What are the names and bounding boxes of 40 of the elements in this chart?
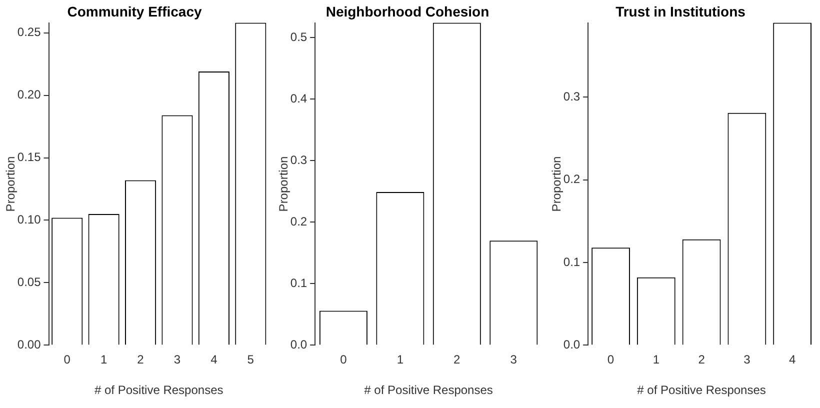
x-tick-label: 1 xyxy=(396,352,404,367)
x-tick-label: 3 xyxy=(510,352,518,367)
y-tick-label: 0.20 xyxy=(17,88,42,102)
y-tick-label: 0.1 xyxy=(563,254,580,269)
x-axis-title: # of Positive Responses xyxy=(364,383,493,398)
y-tick-label: 0.25 xyxy=(17,25,42,40)
y-tick-label: 0.10 xyxy=(17,212,42,227)
x-axis-title: # of Positive Responses xyxy=(637,383,766,398)
y-axis-title: Proportion xyxy=(4,156,18,212)
x-tick-label: 1 xyxy=(100,352,108,367)
x-tick-label: 0 xyxy=(64,352,71,367)
y-tick-label: 0.2 xyxy=(290,214,308,228)
x-tick-label: 1 xyxy=(652,352,660,367)
x-tick-label: 5 xyxy=(247,352,254,367)
y-axis-title: Proportion xyxy=(276,156,291,212)
x-axis-title: # of Positive Responses xyxy=(94,383,224,398)
y-tick-label: 0.00 xyxy=(17,338,42,352)
y-tick-label: 0.5 xyxy=(290,30,308,44)
x-tick-label: 2 xyxy=(698,352,706,367)
y-tick-label: 0.15 xyxy=(17,150,42,164)
x-tick-label: 2 xyxy=(454,352,461,367)
x-tick-label: 0 xyxy=(340,352,348,367)
chart-title: Neighborhood Cohesion xyxy=(326,3,490,20)
x-tick-label: 2 xyxy=(137,352,144,367)
x-tick-label: 3 xyxy=(744,352,751,367)
y-axis-title: Proportion xyxy=(550,156,564,212)
y-tick-label: 0.3 xyxy=(563,90,580,104)
y-tick-label: 0.3 xyxy=(290,152,308,167)
chart-title: Community Efficacy xyxy=(67,3,202,20)
chart-title: Trust in Institutions xyxy=(616,3,746,20)
y-tick-label: 0.0 xyxy=(563,338,580,352)
x-tick-label: 0 xyxy=(607,352,614,367)
y-tick-label: 0.05 xyxy=(17,275,42,290)
x-tick-label: 3 xyxy=(174,352,181,367)
x-tick-label: 4 xyxy=(210,352,218,367)
x-tick-label: 4 xyxy=(788,352,796,367)
y-tick-label: 0.0 xyxy=(290,338,308,352)
y-tick-label: 0.4 xyxy=(290,91,308,106)
y-tick-label: 0.2 xyxy=(563,172,580,186)
y-tick-label: 0.1 xyxy=(290,276,308,290)
